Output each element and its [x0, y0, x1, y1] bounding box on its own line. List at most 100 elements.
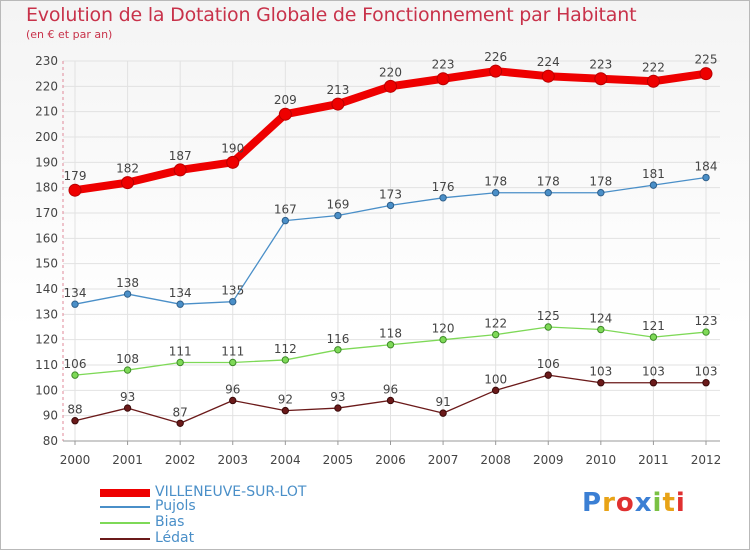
logo-letter: x: [634, 488, 653, 518]
data-point: [436, 72, 450, 86]
data-label: 120: [432, 322, 455, 336]
data-label: 124: [589, 312, 612, 326]
x-tick-label: 2001: [112, 453, 143, 467]
data-label: 138: [116, 276, 139, 290]
data-label: 103: [589, 365, 612, 379]
legend-swatch: [100, 522, 150, 524]
data-point: [121, 176, 135, 190]
y-tick-label: 170: [35, 206, 58, 220]
x-tick-label: 2008: [480, 453, 511, 467]
y-tick-label: 220: [35, 79, 58, 93]
data-label: 176: [432, 180, 455, 194]
data-point: [384, 79, 397, 93]
legend-label: Pujols: [155, 498, 196, 514]
legend-swatch: [100, 506, 150, 508]
data-point: [334, 404, 342, 412]
data-label: 103: [695, 365, 718, 379]
data-point: [544, 189, 552, 197]
data-point: [646, 74, 660, 88]
y-tick-label: 190: [35, 155, 58, 169]
data-label: 125: [537, 309, 560, 323]
data-label: 121: [642, 319, 665, 333]
data-point: [281, 356, 290, 364]
page-title: Evolution de la Dotation Globale de Fonc…: [26, 4, 637, 26]
logo-letter: i: [652, 488, 663, 518]
y-tick-label: 200: [35, 130, 58, 144]
data-point: [123, 404, 132, 412]
data-label: 111: [221, 344, 244, 358]
data-point: [386, 396, 395, 405]
y-tick-label: 210: [35, 105, 58, 119]
data-label: 220: [379, 65, 402, 79]
x-tick-label: 2002: [165, 453, 196, 467]
data-point: [334, 346, 342, 354]
data-label: 108: [116, 352, 139, 366]
data-point: [439, 335, 447, 344]
data-point: [331, 97, 345, 111]
data-label: 226: [484, 50, 507, 64]
legend-swatch: [100, 489, 150, 497]
x-tick-label: 2000: [60, 453, 91, 467]
x-tick-label: 2010: [586, 453, 617, 467]
data-point: [229, 396, 237, 405]
x-tick-label: 2006: [375, 453, 406, 467]
data-label: 134: [64, 286, 87, 300]
y-tick-label: 230: [35, 54, 58, 68]
proxiti-logo: Proxiti: [582, 488, 686, 518]
y-tick-label: 150: [35, 257, 58, 271]
data-point: [491, 386, 500, 395]
x-tick-label: 2009: [533, 453, 564, 467]
data-point: [597, 379, 605, 387]
data-label: 181: [642, 167, 665, 181]
data-label: 87: [173, 405, 188, 419]
legend-label: Bias: [155, 514, 185, 530]
data-label: 184: [695, 160, 718, 174]
data-label: 179: [64, 169, 87, 183]
data-label: 182: [116, 162, 139, 176]
y-tick-label: 90: [43, 409, 58, 423]
data-point: [173, 163, 187, 177]
data-point: [439, 409, 447, 417]
data-point: [491, 189, 500, 197]
data-label: 96: [383, 382, 398, 396]
data-point: [594, 72, 608, 86]
data-point: [176, 300, 184, 308]
y-tick-label: 100: [35, 383, 58, 397]
legend-label: VILLENEUVE-SUR-LOT: [155, 484, 307, 500]
y-tick-label: 80: [43, 434, 58, 448]
data-point: [489, 64, 503, 78]
data-point: [544, 371, 552, 379]
data-point: [68, 183, 82, 197]
data-label: 213: [326, 83, 349, 97]
data-point: [334, 211, 342, 220]
y-tick-label: 110: [35, 358, 58, 372]
data-label: 178: [589, 175, 612, 189]
data-label: 123: [695, 314, 718, 328]
data-point: [71, 417, 79, 425]
y-tick-label: 140: [35, 282, 58, 296]
data-label: 222: [642, 60, 665, 74]
x-tick-label: 2007: [428, 453, 459, 467]
data-label: 190: [221, 141, 244, 155]
logo-letter: r: [602, 488, 616, 518]
data-label: 122: [484, 317, 507, 331]
data-label: 169: [326, 198, 349, 212]
data-label: 92: [278, 393, 293, 407]
data-label: 91: [435, 395, 450, 409]
data-label: 106: [537, 357, 560, 371]
y-tick-label: 160: [35, 231, 58, 245]
data-label: 111: [169, 344, 192, 358]
data-point: [229, 358, 237, 367]
data-point: [702, 328, 710, 336]
data-label: 134: [169, 286, 192, 300]
logo-letter: i: [675, 488, 686, 518]
legend-swatch: [100, 538, 150, 540]
data-point: [386, 341, 395, 349]
y-tick-label: 180: [35, 181, 58, 195]
data-point: [71, 371, 79, 379]
data-label: 88: [67, 403, 82, 417]
data-label: 103: [642, 365, 665, 379]
data-point: [702, 379, 710, 387]
x-tick-label: 2003: [217, 453, 248, 467]
